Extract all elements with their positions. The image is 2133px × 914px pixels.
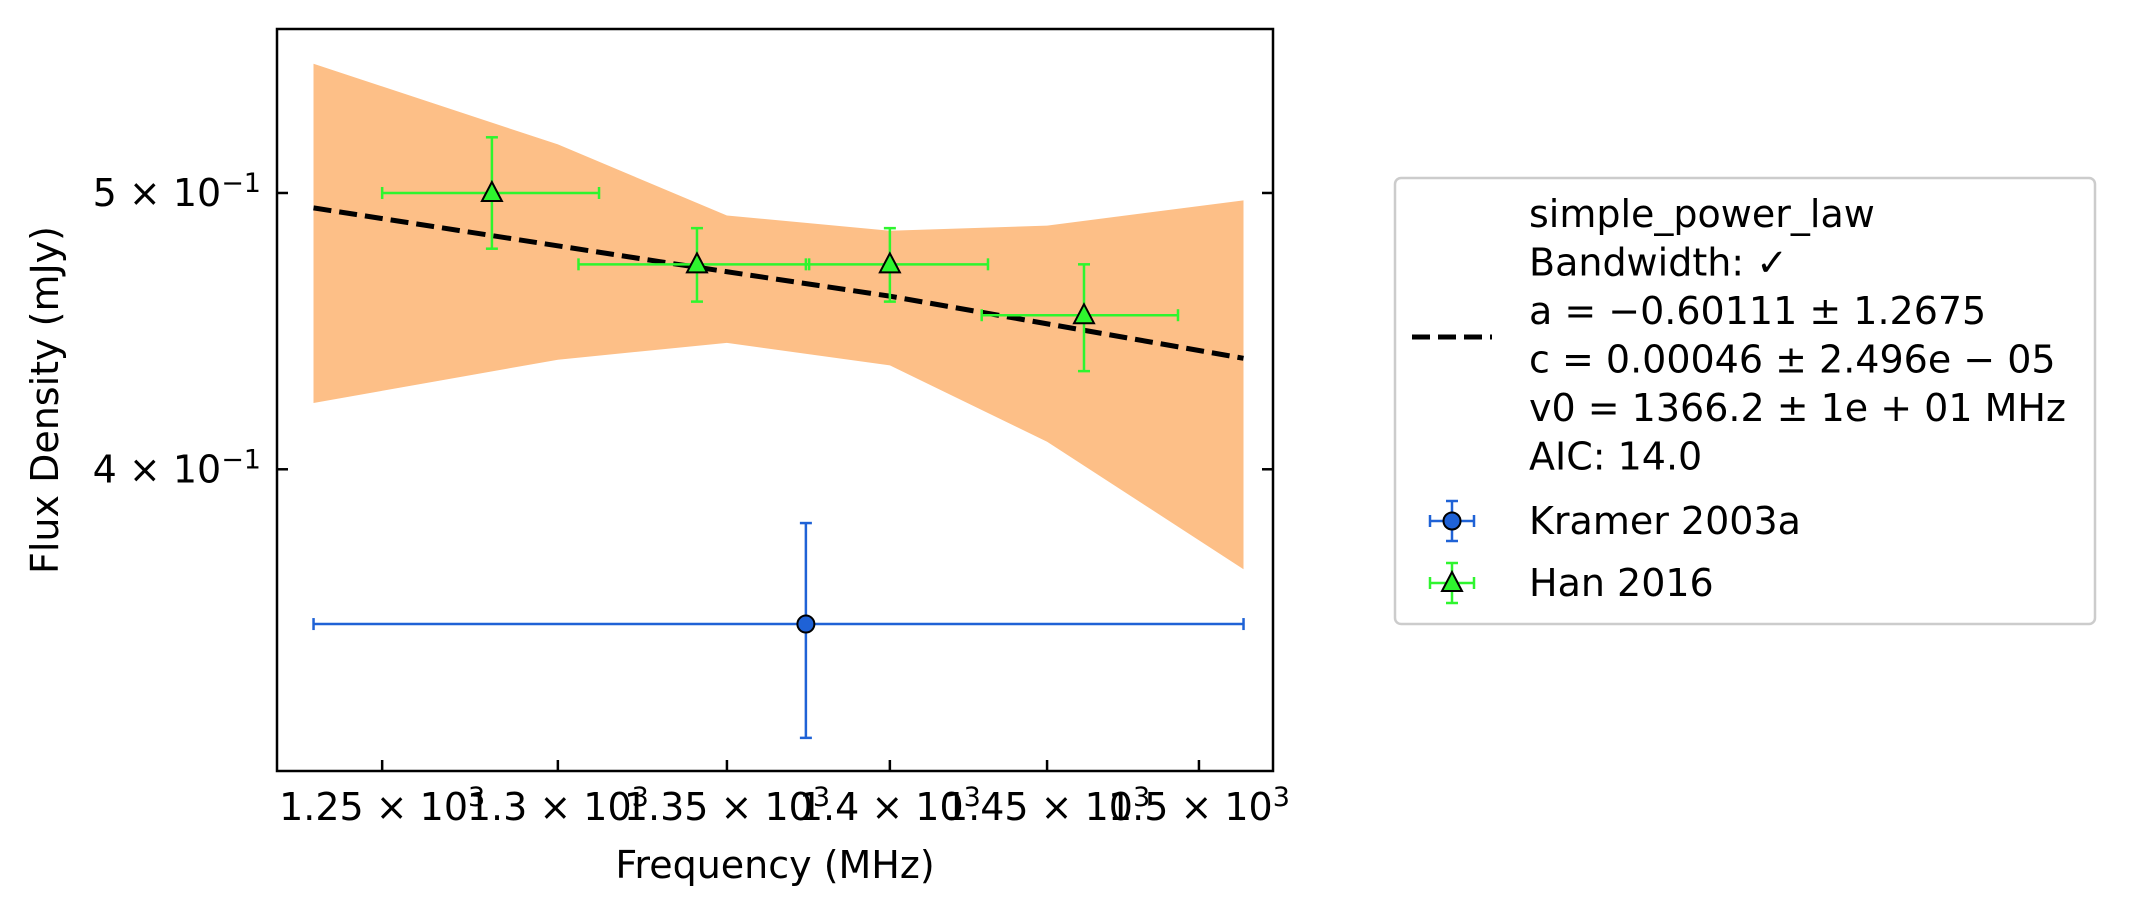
triangle-marker: [480, 179, 504, 202]
x-tick-label: 1.5 × 103: [1108, 782, 1290, 829]
x-tick-label: 1.35 × 103: [624, 782, 830, 829]
legend-fit-text: a = −0.60111 ± 1.2675: [1529, 289, 1986, 333]
data-points-layer: [312, 136, 1245, 740]
legend-fit-text: v0 = 1366.2 ± 1e + 01 MHz: [1529, 386, 2066, 430]
data-point-han-2016-3: [804, 226, 990, 303]
y-axis: 4 × 10−1 5 × 10−1: [93, 168, 1273, 491]
x-tick-label: 1.25 × 103: [279, 782, 485, 829]
x-tick-label: 1.45 × 103: [944, 782, 1150, 829]
data-point-kramer-2003a-1: [312, 521, 1245, 740]
legend-fit-text: simple_power_law: [1529, 192, 1875, 236]
legend-fit-text: Bandwidth: ✓: [1529, 241, 1788, 285]
triangle-marker: [1072, 302, 1096, 325]
x-tick-label: 1.4 × 103: [799, 782, 981, 829]
legend-box: [1393, 176, 2097, 626]
legend-entry-label: Kramer 2003a: [1529, 499, 1801, 543]
legend-circle-marker: [1442, 511, 1462, 531]
fit-uncertainty-band-layer: [313, 63, 1244, 570]
fit-uncertainty-band: [313, 63, 1244, 570]
plot-area-frame: [275, 27, 1275, 773]
legend-triangle-marker: [1440, 569, 1464, 592]
fit-line: [313, 205, 1244, 361]
legend-entry-han-2016: Han 2016: [1428, 561, 1714, 605]
y-tick-label: 5 × 10−1: [93, 168, 261, 215]
y-axis-label: Flux Density (mJy): [23, 226, 67, 574]
triangle-marker: [685, 251, 709, 274]
fit-line-layer: [313, 205, 1244, 361]
x-tick-label: 1.3 × 103: [467, 782, 649, 829]
legend-fit-text: c = 0.00046 ± 2.496e − 05: [1529, 338, 2056, 382]
triangle-marker: [878, 251, 902, 274]
legend-entry-kramer-2003a: Kramer 2003a: [1428, 499, 1801, 543]
legend-entry-label: Han 2016: [1529, 561, 1714, 605]
data-point-han-2016-2: [577, 226, 811, 303]
y-tick-label: 4 × 10−1: [93, 444, 261, 491]
circle-marker: [796, 614, 816, 634]
x-axis-label: Frequency (MHz): [615, 843, 934, 887]
data-point-han-2016-1: [380, 136, 601, 250]
legend-fit-text: AIC: 14.0: [1529, 435, 1702, 479]
data-point-han-2016-4: [980, 263, 1180, 373]
legend: simple_power_law Bandwidth: ✓a = −0.60111…: [1393, 176, 2097, 626]
